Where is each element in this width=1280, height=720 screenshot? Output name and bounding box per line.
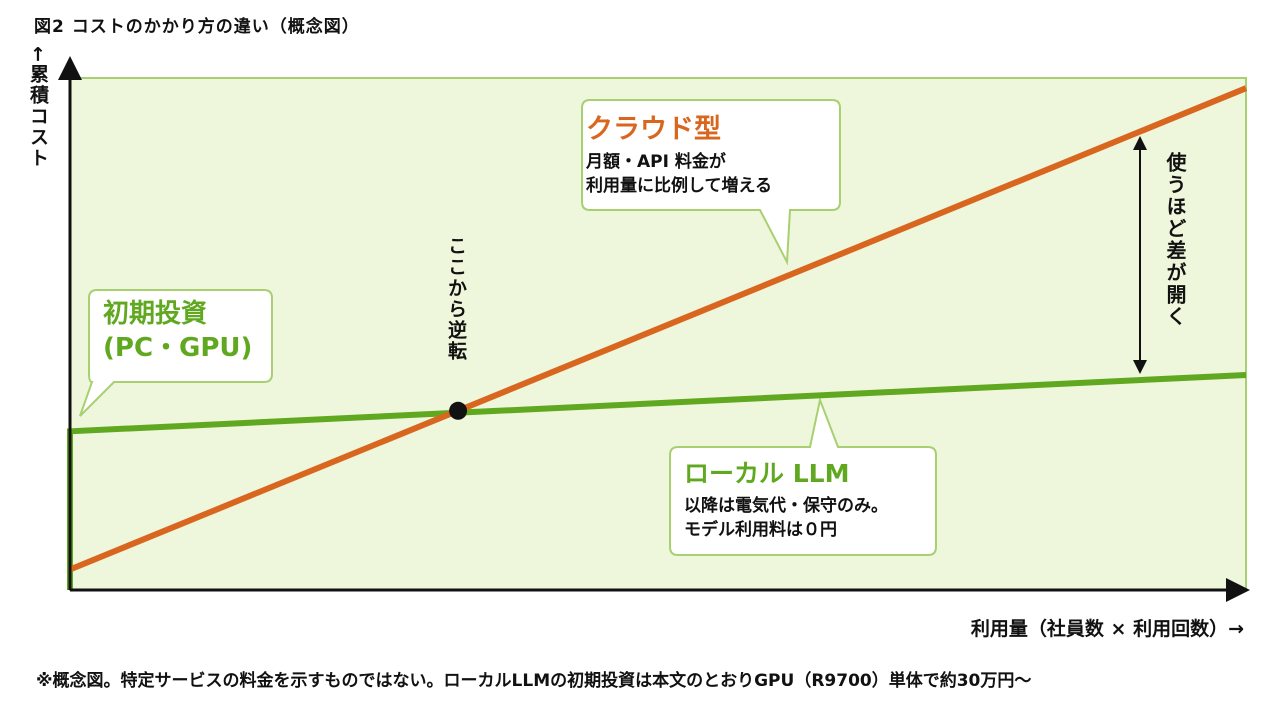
cloud-callout-bubble bbox=[581, 99, 841, 266]
gap-arrowhead-bottom bbox=[1133, 360, 1147, 374]
initial-callout-title: 初期投資 (PC・GPU) bbox=[103, 297, 268, 365]
cloud-callout-text: 月額・API 料金が 利用量に比例して増える bbox=[586, 150, 822, 198]
local-callout-title: ローカル LLM bbox=[684, 459, 850, 488]
gap-arrowhead-top bbox=[1133, 136, 1147, 150]
initial-callout-line2: (PC・GPU) bbox=[103, 333, 253, 363]
cloud-cost-line bbox=[68, 85, 1248, 573]
gap-label: 使うほど差が開く bbox=[1163, 152, 1187, 328]
local-callout: ローカル LLM 以降は電気代・保守のみ。 モデル利用料は０円 bbox=[684, 454, 930, 542]
x-axis-label: 利用量（社員数 × 利用回数）→ bbox=[970, 618, 1244, 640]
cloud-callout-title: クラウド型 bbox=[586, 114, 721, 145]
crossover-point bbox=[449, 401, 468, 420]
local-callout-bubble bbox=[669, 396, 937, 556]
cloud-callout-line1: 月額・API 料金が bbox=[586, 152, 726, 172]
x-axis-arrowhead bbox=[1226, 578, 1250, 602]
initial-callout-bubble bbox=[79, 289, 273, 417]
footnote: ※概念図。特定サービスの料金を示すものではない。ローカルLLMの初期投資は本文の… bbox=[36, 671, 1032, 691]
y-axis-label: ←累積コスト bbox=[27, 46, 49, 169]
y-axis-arrowhead bbox=[58, 56, 82, 80]
cloud-callout: クラウド型 月額・API 料金が 利用量に比例して増える bbox=[586, 107, 822, 198]
crossover-label: ここから逆転 bbox=[445, 236, 467, 362]
initial-callout: 初期投資 (PC・GPU) bbox=[103, 297, 268, 365]
initial-callout-line1: 初期投資 bbox=[103, 299, 208, 329]
local-callout-line1: 以降は電気代・保守のみ。 bbox=[684, 496, 888, 516]
local-callout-text: 以降は電気代・保守のみ。 モデル利用料は０円 bbox=[684, 494, 930, 542]
local-callout-line2: モデル利用料は０円 bbox=[684, 520, 837, 540]
figure-title: 図2 コストのかかり方の違い（概念図） bbox=[34, 17, 360, 37]
cloud-callout-line2: 利用量に比例して増える bbox=[586, 176, 772, 196]
